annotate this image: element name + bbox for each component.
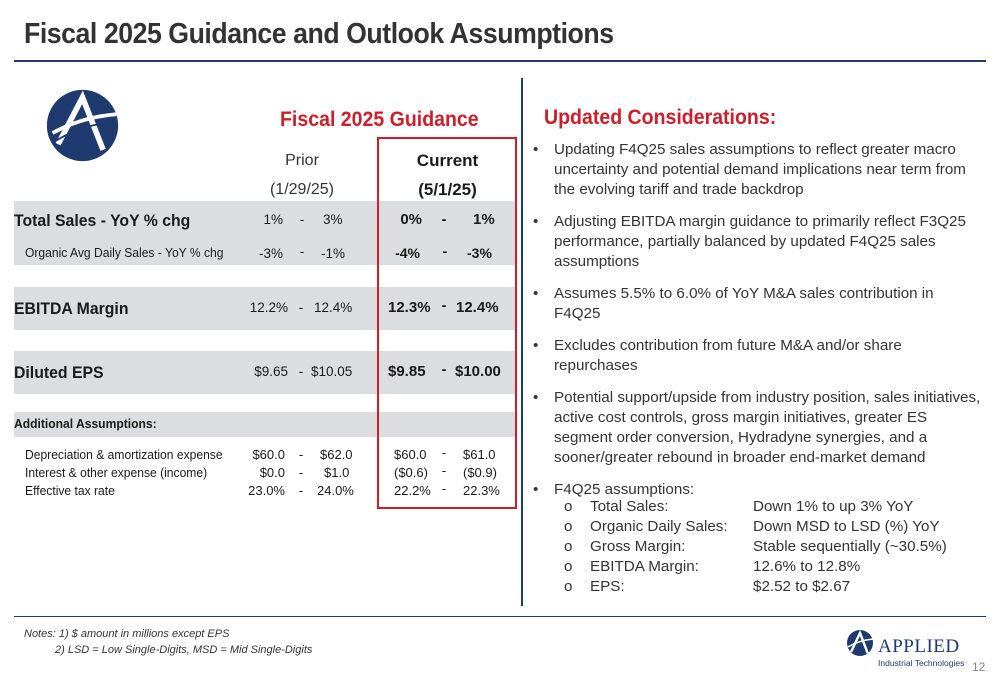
prior-value: -1%	[321, 246, 346, 261]
bullet-icon: •	[533, 213, 539, 230]
range-dash: -	[299, 212, 305, 227]
logo-subtext: Industrial Technologies	[878, 658, 964, 668]
assumption-item: o Gross Margin: Stable sequentially (~30.5…	[564, 538, 947, 555]
prior-value: 24.0%	[317, 483, 354, 498]
diluted-eps-label: Diluted EPS	[14, 363, 104, 382]
current-value: 22.3%	[463, 483, 500, 498]
prior-value: -3%	[258, 246, 283, 261]
prior-value: 23.0%	[248, 483, 285, 498]
range-dash: -	[298, 447, 304, 462]
circle-bullet-icon: o	[564, 558, 573, 575]
current-value: 0%	[400, 211, 422, 228]
current-value: 1%	[473, 211, 495, 228]
prior-value: $10.05	[311, 364, 353, 379]
additional-band	[14, 412, 516, 437]
assumption-item: o EBITDA Margin: 12.6% to 12.8%	[564, 558, 861, 575]
range-dash: -	[298, 364, 304, 379]
organic-sales-label: Organic Avg Daily Sales - YoY % chg	[25, 245, 224, 260]
current-header: Current (5/1/25)	[390, 146, 505, 204]
eps-band	[14, 351, 516, 394]
bullet-icon: •	[533, 141, 539, 158]
range-dash: -	[299, 244, 305, 259]
prior-value: $62.0	[320, 447, 353, 462]
list-item: • Excludes contribution from future M&A a…	[533, 337, 902, 374]
bullet-icon: •	[533, 481, 539, 498]
range-dash: -	[441, 211, 447, 228]
prior-header: Prior (1/29/25)	[252, 146, 352, 204]
prior-value: $60.0	[252, 447, 285, 462]
list-item: • Adjusting EBITDA margin guidance to pri…	[533, 213, 966, 270]
f4q25-assumptions-list: o Total Sales: Down 1% to up 3% YoY o Organ…	[564, 498, 964, 598]
prior-value: 3%	[323, 212, 343, 227]
list-item: • F4Q25 assumptions:	[533, 481, 695, 498]
prior-value: 12.4%	[314, 300, 353, 315]
prior-value: 1%	[263, 212, 283, 227]
range-dash: -	[298, 300, 304, 315]
assumption-item: o Total Sales: Down 1% to up 3% YoY	[564, 498, 914, 515]
bullet-icon: •	[533, 337, 539, 354]
current-value: $10.00	[455, 363, 501, 380]
footer-rule	[14, 616, 986, 617]
total-sales-label: Total Sales - YoY % chg	[14, 211, 191, 230]
range-dash: -	[298, 483, 304, 498]
vertical-divider	[521, 78, 523, 606]
prior-value: $9.65	[254, 364, 288, 379]
prior-value: $0.0	[259, 465, 285, 480]
range-dash: -	[442, 243, 448, 259]
range-dash: -	[441, 463, 447, 478]
ebitda-band	[14, 287, 516, 330]
assumption-item: o EPS: $2.52 to $2.67	[564, 578, 851, 595]
interest-label: Interest & other expense (income)	[25, 465, 208, 480]
bullet-icon: •	[533, 389, 539, 406]
current-value: $9.85	[388, 363, 426, 380]
prior-value: $1.0	[324, 465, 350, 480]
title-rule	[14, 60, 986, 62]
current-value: -4%	[395, 245, 420, 261]
footnote-1: Notes: 1) $ amount in millions except EP…	[24, 628, 230, 640]
guidance-title: Fiscal 2025 Guidance	[280, 108, 479, 131]
sales-band	[14, 201, 516, 265]
footnotes: Notes: 1) $ amount in millions except EP…	[24, 626, 312, 658]
bullet-icon: •	[533, 285, 539, 302]
circle-bullet-icon: o	[564, 518, 573, 535]
current-header-label: Current	[416, 151, 479, 170]
range-dash: -	[441, 297, 447, 314]
page-number: 12	[972, 660, 986, 674]
current-value: 12.3%	[388, 299, 431, 316]
assumption-item: o Organic Daily Sales: Down MSD to LSD (%)…	[564, 518, 940, 535]
circle-bullet-icon: o	[564, 538, 573, 555]
footnote-2: 2) LSD = Low Single-Digits, MSD = Mid Si…	[55, 644, 313, 656]
current-value: $61.0	[463, 447, 496, 462]
list-item: • Potential support/upside from industry …	[533, 389, 981, 466]
tax-rate-label: Effective tax rate	[25, 483, 115, 498]
prior-header-label: Prior	[285, 152, 319, 169]
current-value: $60.0	[394, 447, 427, 462]
current-value: 12.4%	[456, 299, 499, 316]
considerations-title: Updated Considerations:	[544, 106, 777, 129]
range-dash: -	[441, 445, 447, 460]
range-dash: -	[298, 465, 304, 480]
depreciation-label: Depreciation & amortization expense	[25, 447, 223, 462]
applied-logo-icon: APPLIED Industrial Technologies	[847, 629, 964, 668]
range-dash: -	[441, 361, 447, 378]
current-value: -3%	[467, 245, 492, 261]
prior-value: 12.2%	[249, 300, 288, 315]
list-item: • Assumes 5.5% to 6.0% of YoY M&A sales c…	[533, 285, 934, 322]
company-logo-icon	[46, 89, 119, 162]
list-item: • Updating F4Q25 sales assumptions to ref…	[533, 141, 966, 198]
circle-bullet-icon: o	[564, 578, 573, 595]
current-value: ($0.9)	[463, 465, 497, 480]
logo-wordmark: APPLIED	[878, 636, 960, 657]
ebitda-margin-label: EBITDA Margin	[14, 299, 129, 318]
current-header-date: (5/1/25)	[418, 180, 477, 199]
slide-title: Fiscal 2025 Guidance and Outlook Assumpt…	[24, 18, 614, 50]
circle-bullet-icon: o	[564, 498, 573, 515]
additional-assumptions-label: Additional Assumptions:	[14, 416, 157, 431]
current-value: 22.2%	[394, 483, 431, 498]
considerations-list: • Updating F4Q25 sales assumptions to ref…	[528, 140, 983, 512]
range-dash: -	[441, 481, 447, 496]
current-value: ($0.6)	[394, 465, 428, 480]
current-guidance-highlight	[377, 137, 517, 509]
prior-header-date: (1/29/25)	[269, 181, 335, 198]
